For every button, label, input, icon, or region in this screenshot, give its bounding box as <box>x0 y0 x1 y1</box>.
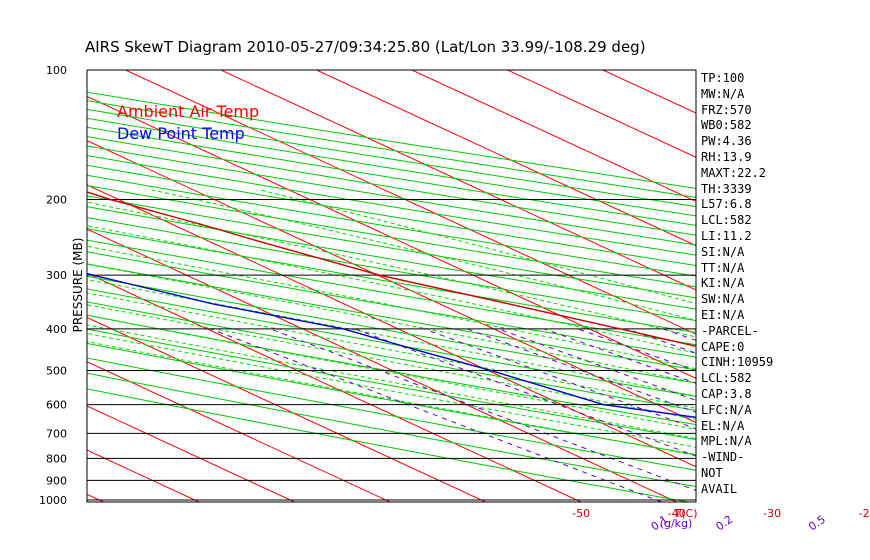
mixing-ratio-line <box>577 328 696 372</box>
isotherm-line <box>87 184 696 468</box>
dry-adiabat-line <box>87 154 696 256</box>
stat-item: SW:N/A <box>701 292 745 307</box>
stat-item: LFC:N/A <box>701 402 752 417</box>
stat-item: -PARCEL- <box>701 323 759 338</box>
stat-item: LCL:582 <box>701 213 752 228</box>
dry-adiabat-line <box>87 301 696 411</box>
mixing-ratio-line <box>785 329 870 502</box>
stat-item: EL:N/A <box>701 418 745 433</box>
stat-item: WB0:582 <box>701 118 752 133</box>
isotherm-line <box>0 70 8 502</box>
mixing-ratio-unit-label: (g/kg) <box>660 517 693 530</box>
mixing-ratio-line <box>498 328 696 401</box>
bottom-temp-tick-label: -40 <box>668 507 686 520</box>
dry-adiabat-line <box>87 206 696 310</box>
bottom-temp-tick-label: -30 <box>763 507 781 520</box>
stat-item: EI:N/A <box>701 307 745 322</box>
isotherm-line <box>125 70 696 335</box>
chart-title: AIRS SkewT Diagram 2010-05-27/09:34:25.8… <box>85 38 646 56</box>
mixing-ratio-tick-label: 0.2 <box>713 513 735 534</box>
isotherm-line <box>316 70 696 247</box>
isotherm-line <box>87 361 391 502</box>
mixing-ratio-line <box>842 329 870 502</box>
stat-item: TH:3339 <box>701 181 752 196</box>
stat-item: CINH:10959 <box>701 355 774 370</box>
dry-adiabat-line <box>87 239 696 346</box>
ambient-air-temp-line <box>87 191 696 348</box>
pressure-tick-label: 300 <box>46 269 67 282</box>
mixing-ratio-line <box>210 328 662 502</box>
isotherm-line <box>87 316 486 502</box>
stat-item: CAP:3.8 <box>701 386 752 401</box>
mixing-ratio-line <box>466 328 696 413</box>
isotherm-line <box>411 70 696 203</box>
moist-adiabat-line <box>259 189 696 305</box>
stat-item: SI:N/A <box>701 244 745 259</box>
mixing-ratio-line <box>354 328 696 457</box>
isotherm-line <box>87 272 582 502</box>
mixing-ratio-line <box>816 329 870 502</box>
dry-adiabat-line <box>87 328 696 440</box>
stat-item: TT:N/A <box>701 260 745 275</box>
moist-adiabat-line <box>87 332 696 448</box>
isotherm-line <box>87 140 696 424</box>
temp-unit-label: T(C) <box>674 507 698 520</box>
dry-adiabat-line <box>87 174 696 277</box>
pressure-tick-label: 400 <box>46 323 67 336</box>
stat-item: KI:N/A <box>701 276 745 291</box>
isotherm-line <box>507 70 696 158</box>
legend-ambient: Ambient Air Temp <box>117 102 259 121</box>
stat-item: LCL:582 <box>701 371 752 386</box>
isotherm-line <box>87 405 295 502</box>
y-axis-label: PRESSURE (MB) <box>71 238 85 333</box>
dry-adiabat-line <box>87 372 696 488</box>
dry-adiabat-line <box>87 314 696 426</box>
moist-adiabat-line <box>87 245 696 370</box>
dry-adiabat-line <box>87 342 696 456</box>
dry-adiabat-line <box>87 388 691 502</box>
stat-item: LI:11.2 <box>701 228 752 243</box>
dry-adiabat-line <box>87 164 696 266</box>
moist-adiabat-line <box>87 279 696 397</box>
dry-adiabat-line <box>87 195 696 299</box>
dew-point-temp-line <box>87 272 696 419</box>
moist-adiabat-line <box>151 189 696 321</box>
mixing-ratio-line <box>270 328 696 492</box>
pressure-tick-label: 800 <box>46 452 67 465</box>
stat-item: -WIND- <box>701 450 745 465</box>
pressure-tick-label: 500 <box>46 365 67 378</box>
stat-item: FRZ:570 <box>701 102 752 117</box>
bottom-temp-tick-label: -50 <box>572 507 590 520</box>
bottom-temp-tick-label: -20 <box>859 507 870 520</box>
stat-item: MPL:N/A <box>701 434 752 449</box>
stat-item: AVAIL <box>701 481 738 496</box>
stat-item: PW:4.36 <box>701 134 752 149</box>
stat-item: NOT <box>701 465 723 480</box>
stat-item: TP:100 <box>701 71 745 85</box>
isotherm-line <box>220 70 696 291</box>
dry-adiabat-line <box>87 357 696 471</box>
pressure-tick-label: 100 <box>46 64 67 77</box>
stats-panel: TP:100 MW:N/A FRZ:570 WB0:582 PW:4.36 RH:13.9… <box>701 71 773 498</box>
mixing-ratio-line <box>424 328 696 430</box>
stat-item: RH:13.9 <box>701 149 752 164</box>
stat-item: L57:6.8 <box>701 197 752 212</box>
stat-item: MAXT:22.2 <box>701 165 767 180</box>
pressure-tick-label: 700 <box>46 427 67 440</box>
dry-adiabat-line <box>87 184 696 288</box>
pressure-tick-label: 600 <box>46 399 67 412</box>
mixing-ratio-tick-label: 0.5 <box>806 513 828 534</box>
isotherm-line <box>87 95 696 379</box>
pressure-tick-label: 900 <box>46 474 67 487</box>
stat-item: CAPE:0 <box>701 339 745 354</box>
stat-item: MW:N/A <box>701 86 745 101</box>
pressure-tick-label: 1000 <box>39 494 67 507</box>
dry-adiabat-line <box>87 228 696 333</box>
pressure-tick-label: 200 <box>46 193 67 206</box>
dry-adiabat-line <box>87 216 696 322</box>
legend-dewpoint: Dew Point Temp <box>117 124 245 143</box>
moist-adiabat-line <box>87 263 696 384</box>
